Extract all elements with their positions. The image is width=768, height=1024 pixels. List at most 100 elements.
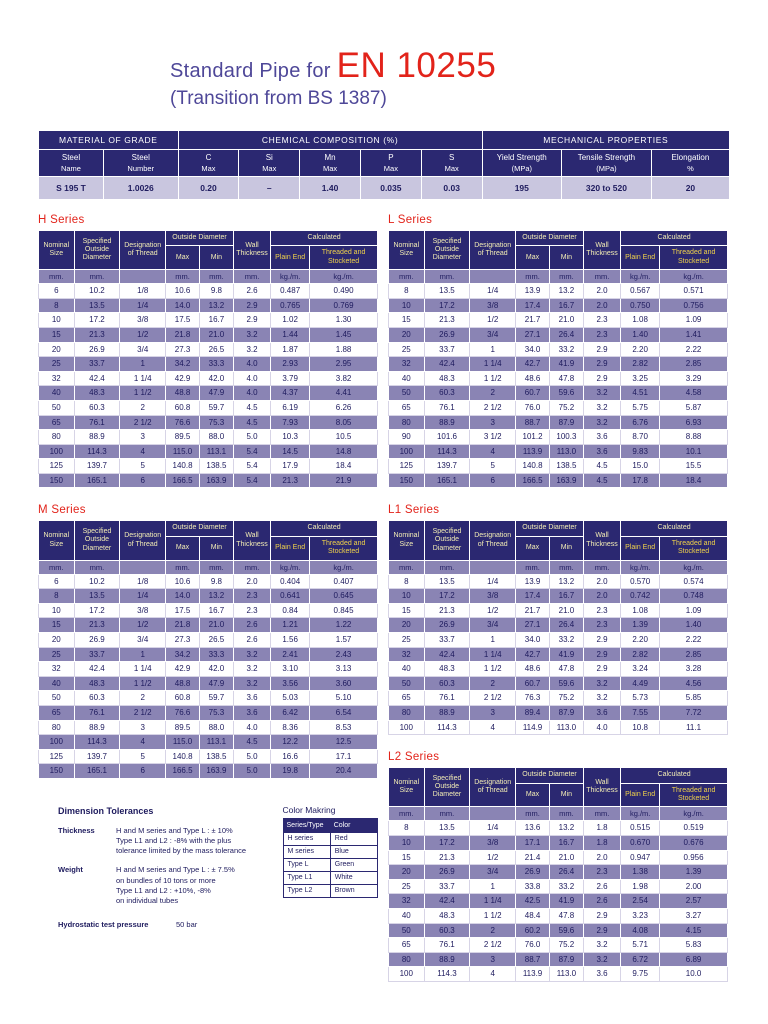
material-data-row: S 195 T 1.0026 0.20 – 1.40 0.035 0.03 19… (38, 176, 731, 200)
table-cell: 33.7 (423, 341, 471, 358)
series-table: Nominal Size Specified Outside Diameter De… (38, 520, 378, 779)
table-cell: 10 (38, 312, 75, 328)
table-cell: 2.0 (582, 588, 622, 604)
table-cell: 17.5 (165, 312, 200, 328)
table-cell: 21.3 (73, 326, 121, 343)
table-cell: 10 (388, 834, 425, 851)
table-cell: 12.5 (309, 734, 378, 750)
table-row: 8 13.5 1/4 13.9 13.2 2.0 0.567 0.571 (388, 283, 728, 299)
tolerance-label: Thickness (58, 826, 95, 836)
table-cell: 15 (388, 849, 425, 866)
table-row: 65 76.1 2 1/2 76.6 75.3 3.6 6.42 6.54 (38, 705, 378, 721)
table-cell: 21.4 (515, 849, 550, 866)
table-row: 20 26.9 3/4 27.1 26.4 2.3 1.39 1.40 (388, 617, 728, 634)
table-cell: 27.1 (515, 617, 550, 634)
table-cell: 139.7 (423, 458, 471, 474)
table-cell: 2.3 (582, 864, 622, 880)
table-cell: 42.5 (515, 893, 550, 909)
col-tensile-strength: Tensile Strength (MPa) (561, 149, 652, 177)
table-cell: 0.84 (270, 602, 311, 619)
tolerance-label: Weight (58, 865, 83, 875)
table-cell: 138.5 (198, 458, 234, 474)
table-cell: 4.5 (232, 399, 272, 416)
table-cell: 1.38 (620, 864, 661, 880)
table-cell: 1/8 (119, 573, 167, 590)
table-cell: 32 (38, 370, 75, 387)
color-marking-header-row: Series/Type Color (282, 817, 379, 833)
table-cell: 1.30 (309, 312, 378, 328)
table-cell: 10 (388, 297, 425, 314)
table-cell: 3/8 (469, 588, 517, 604)
table-cell: 65 (388, 399, 425, 416)
table-cell: 3/4 (119, 632, 167, 648)
table-cell: 6.89 (659, 951, 728, 968)
series-title: L1 Series (388, 504, 440, 517)
series-table: Nominal Size Specified Outside Diameter De… (38, 229, 378, 489)
series-table: Nominal Size Specified Outside Diameter De… (388, 229, 728, 489)
unit-cell: mm. (515, 806, 550, 822)
table-cell: 113.1 (198, 734, 234, 750)
table-cell: 10 (388, 588, 425, 604)
col-wall-thickness: Wall Thickness (582, 767, 622, 808)
table-cell: 60.3 (73, 690, 121, 706)
series-section-l1: L1 Series Nominal Size Specified Outside D… (388, 504, 728, 736)
table-cell: 1 1/4 (119, 661, 167, 677)
table-cell: 10.1 (659, 443, 728, 460)
table-cell: 40 (388, 907, 425, 924)
col-nominal-size: Nominal Size (388, 520, 425, 561)
table-cell: 20 (38, 632, 75, 648)
table-row: 125 139.7 5 140.8 138.5 4.5 15.0 15.5 (388, 458, 728, 474)
col-steel-name: Steel Name (38, 149, 104, 177)
table-cell: 2.57 (659, 893, 728, 909)
table-row: 10 17.2 3/8 17.4 16.7 2.0 0.742 0.748 (388, 588, 728, 604)
table-cell: 88.0 (198, 429, 234, 445)
table-cell: 21.0 (548, 849, 584, 866)
table-cell: 2.93 (270, 356, 311, 372)
table-cell: 2.9 (582, 922, 622, 939)
table-cell: 42.0 (198, 661, 234, 677)
col-threaded-and-stocketed: Threaded and Stocketed (309, 245, 378, 271)
table-cell: 3.6 (582, 705, 622, 721)
table-cell: 42.4 (423, 893, 471, 909)
table-cell: 13.9 (515, 283, 550, 299)
unit-cell: mm. (548, 269, 584, 285)
table-cell: 7.93 (270, 414, 311, 431)
table-cell: 2.0 (582, 849, 622, 866)
table-row: Type L2 Brown (282, 883, 379, 898)
table-cell: 3 (469, 705, 517, 721)
table-cell: 114.3 (73, 443, 121, 460)
table-cell: 21.3 (423, 602, 471, 619)
table-cell: 1.09 (659, 312, 728, 328)
table-cell: 8 (38, 588, 75, 604)
table-cell: 3/4 (469, 864, 517, 880)
col-steel-number: Steel Number (102, 149, 179, 177)
table-cell: 2.9 (582, 661, 622, 677)
series-title: H Series (38, 214, 85, 226)
table-cell: 25 (388, 632, 425, 648)
table-cell: 0.20 (177, 176, 240, 200)
table-cell: 26.5 (198, 341, 234, 358)
table-cell: 115.0 (165, 734, 200, 750)
table-cell: 13.5 (423, 573, 471, 590)
table-cell: 16.6 (270, 748, 311, 765)
table-cell: 1 1/4 (469, 356, 517, 372)
table-cell: 125 (38, 458, 75, 474)
series-header-row: Nominal Size Specified Outside Diameter De… (388, 767, 728, 808)
table-cell: 42.4 (73, 370, 121, 387)
table-row: 15 21.3 1/2 21.7 21.0 2.3 1.08 1.09 (388, 312, 728, 328)
table-cell: 2 1/2 (119, 414, 167, 431)
table-cell: 15.0 (620, 458, 661, 474)
table-cell: 4.0 (232, 385, 272, 401)
table-cell: 76.6 (165, 414, 200, 431)
table-row: 65 76.1 2 1/2 76.0 75.2 3.2 5.75 5.87 (388, 399, 728, 416)
col-threaded-and-stocketed: Threaded and Stocketed (659, 782, 728, 808)
table-row: 40 48.3 1 1/2 48.6 47.8 2.9 3.24 3.28 (388, 661, 728, 677)
table-cell: 125 (388, 458, 425, 474)
table-cell: 42.9 (165, 661, 200, 677)
table-cell: 17.1 (309, 748, 378, 765)
table-cell: 2.6 (232, 617, 272, 634)
table-cell: 115.0 (165, 443, 200, 460)
col-calculated: Calculated (270, 520, 378, 537)
color-marking-title: Color Makring (282, 804, 336, 815)
tolerance-text: H and M series and Type L : ± 7.5% on bu… (116, 865, 235, 905)
